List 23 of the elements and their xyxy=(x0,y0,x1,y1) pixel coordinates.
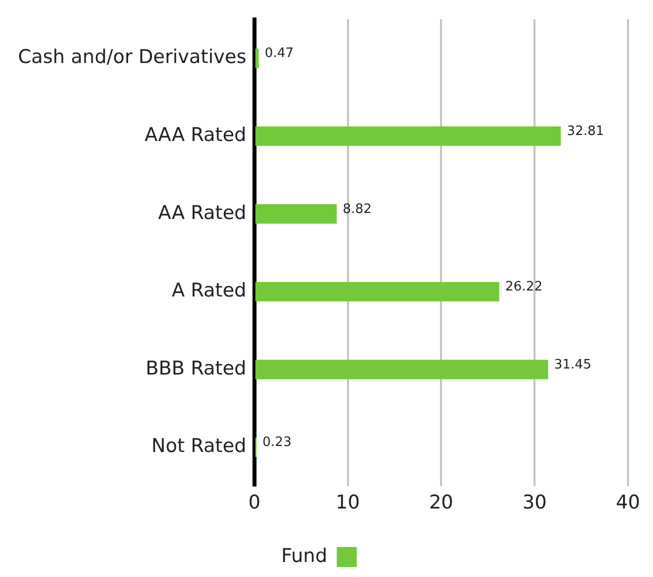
y-tick-label: BBB Rated xyxy=(146,357,246,380)
bar xyxy=(255,126,561,146)
x-tick-label: 40 xyxy=(616,492,640,514)
x-tick-label: 0 xyxy=(248,492,260,514)
x-tick-label: 10 xyxy=(336,492,360,514)
y-tick-label: Not Rated xyxy=(151,435,246,458)
data-label: 31.45 xyxy=(554,357,592,372)
bar xyxy=(255,282,500,302)
bar xyxy=(255,204,337,224)
data-label: 26.22 xyxy=(505,280,543,295)
data-label: 0.47 xyxy=(264,46,294,62)
legend-label: Fund xyxy=(281,544,328,567)
data-label: 32.81 xyxy=(566,124,604,139)
x-tick-label: 20 xyxy=(429,492,454,514)
y-tick-label: A Rated xyxy=(172,280,246,302)
bar xyxy=(255,48,259,68)
data-label: 8.82 xyxy=(342,202,372,217)
x-tick-label: 30 xyxy=(522,492,547,514)
bar xyxy=(255,360,548,380)
data-label: 0.23 xyxy=(262,435,292,450)
y-tick-label: AAA Rated xyxy=(144,124,246,146)
y-tick-label: Cash and/or Derivatives xyxy=(18,46,246,68)
y-tick-label: AA Rated xyxy=(158,202,246,224)
